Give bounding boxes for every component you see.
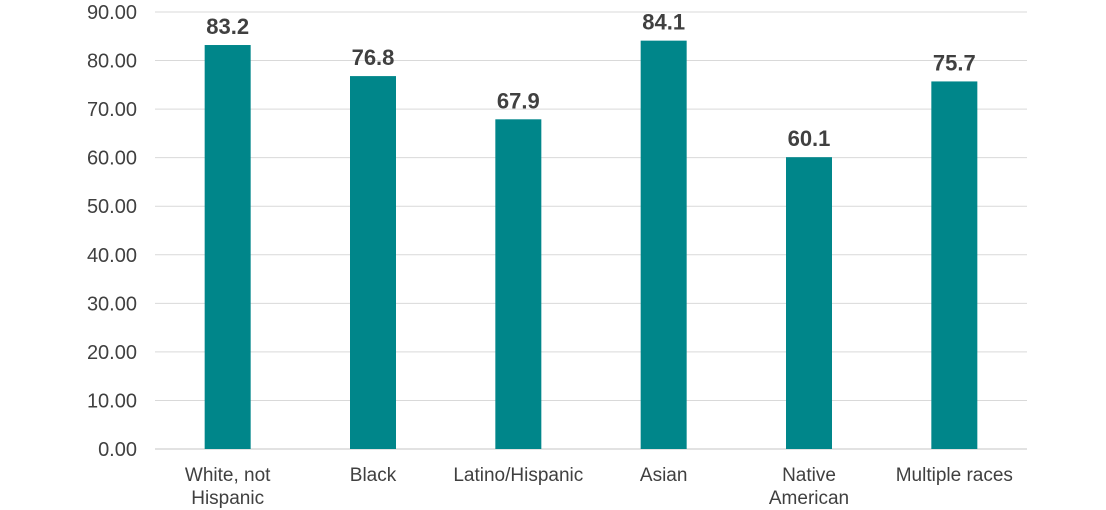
x-category-label: White, not bbox=[185, 465, 271, 486]
x-category-label: Asian bbox=[640, 465, 688, 486]
y-tick-label: 0.00 bbox=[98, 439, 137, 461]
data-labels: 83.2 76.8 67.9 84.1 60.1 75.7 bbox=[206, 10, 975, 152]
y-tick-label: 60.00 bbox=[87, 148, 137, 170]
data-label: 75.7 bbox=[933, 50, 976, 75]
y-tick-label: 20.00 bbox=[87, 342, 137, 364]
x-category-label: American bbox=[769, 488, 849, 509]
y-tick-label: 90.00 bbox=[87, 2, 137, 24]
bar bbox=[786, 157, 832, 450]
x-category-label: Multiple races bbox=[896, 465, 1013, 486]
y-tick-label: 50.00 bbox=[87, 196, 137, 218]
bar bbox=[495, 119, 542, 450]
data-label: 76.8 bbox=[352, 45, 395, 70]
y-axis-tick-labels: 0.00 10.00 20.00 30.00 40.00 50.00 60.00 70.00 8… bbox=[87, 2, 137, 461]
data-label: 83.2 bbox=[206, 14, 249, 39]
data-label: 60.1 bbox=[788, 126, 831, 151]
x-category-label: Native bbox=[782, 465, 836, 486]
y-tick-label: 10.00 bbox=[87, 390, 137, 412]
x-category-label: Hispanic bbox=[191, 488, 264, 509]
bar bbox=[204, 45, 251, 450]
bars bbox=[204, 40, 978, 450]
x-category-label: Latino/Hispanic bbox=[453, 465, 583, 486]
y-tick-label: 80.00 bbox=[87, 51, 137, 73]
y-tick-label: 30.00 bbox=[87, 293, 137, 315]
data-label: 84.1 bbox=[642, 10, 685, 35]
bar bbox=[350, 76, 396, 450]
x-category-label: Black bbox=[350, 465, 397, 486]
bar bbox=[640, 40, 687, 450]
y-tick-label: 40.00 bbox=[87, 245, 137, 267]
y-tick-label: 70.00 bbox=[87, 99, 137, 121]
bar bbox=[931, 81, 978, 449]
data-label: 67.9 bbox=[497, 88, 540, 113]
gridlines bbox=[155, 11, 1027, 450]
